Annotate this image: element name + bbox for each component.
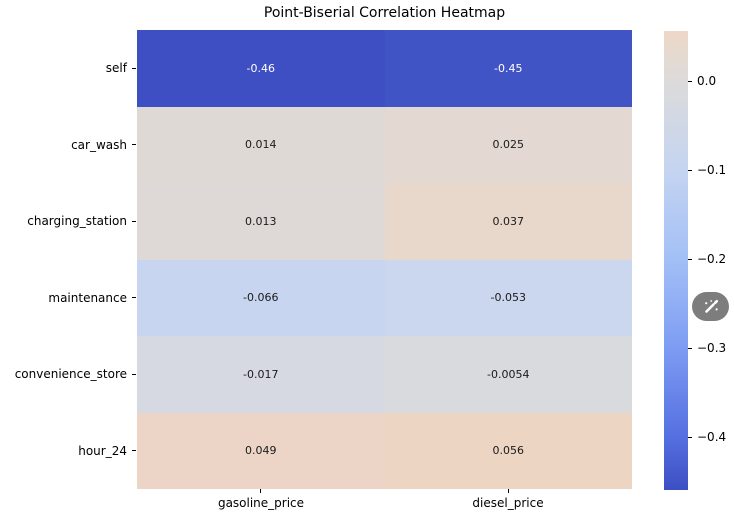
magic-wand-button[interactable] <box>692 292 729 321</box>
y-tick <box>132 374 136 376</box>
colorbar <box>664 31 688 490</box>
heatmap-cell: 0.049 <box>137 412 385 489</box>
y-tick <box>132 221 136 223</box>
colorbar-tick-label: −0.4 <box>697 430 727 444</box>
heatmap-cell: -0.0054 <box>384 336 632 413</box>
heatmap-cell: -0.45 <box>384 30 632 107</box>
y-tick <box>132 68 136 70</box>
colorbar-tick <box>688 81 692 83</box>
x-tick <box>260 489 262 493</box>
y-tick <box>132 144 136 146</box>
y-axis-label: hour_24 <box>78 444 127 458</box>
colorbar-tick <box>688 437 692 439</box>
colorbar-tick-label: −0.2 <box>697 252 727 266</box>
colorbar-tick-label: −0.3 <box>697 341 727 355</box>
heatmap-cell: -0.46 <box>137 30 385 107</box>
heatmap-cell: 0.056 <box>384 412 632 489</box>
y-axis-label: maintenance <box>48 291 127 305</box>
heatmap-cell: -0.053 <box>384 259 632 336</box>
heatmap-cell: 0.013 <box>137 183 385 260</box>
y-axis-label: self <box>105 61 127 75</box>
heatmap-cell: -0.017 <box>137 336 385 413</box>
x-tick <box>508 489 510 493</box>
y-axis-label: charging_station <box>27 214 127 228</box>
x-axis-label: diesel_price <box>472 496 544 510</box>
magic-wand-icon <box>701 297 721 317</box>
heatmap-cell: 0.014 <box>137 106 385 183</box>
y-tick <box>132 297 136 299</box>
colorbar-tick-label: 0.0 <box>697 74 717 88</box>
chart-title: Point-Biserial Correlation Heatmap <box>263 5 506 21</box>
colorbar-tick <box>688 259 692 261</box>
y-axis-label: car_wash <box>71 138 127 152</box>
heatmap-cell: 0.025 <box>384 106 632 183</box>
y-tick <box>132 450 136 452</box>
y-axis-label: convenience_store <box>14 367 127 381</box>
colorbar-area: 0.0 −0.1 −0.2 −0.3 −0.4 <box>664 31 734 490</box>
colorbar-tick-label: −0.1 <box>697 163 727 177</box>
colorbar-tick <box>688 348 692 350</box>
colorbar-tick <box>688 170 692 172</box>
heatmap-cell: -0.066 <box>137 259 385 336</box>
heatmap-cell: 0.037 <box>384 183 632 260</box>
x-axis-label: gasoline_price <box>217 496 305 510</box>
heatmap-grid: -0.46 -0.45 0.014 0.025 0.013 0.037 -0.0… <box>137 30 632 489</box>
